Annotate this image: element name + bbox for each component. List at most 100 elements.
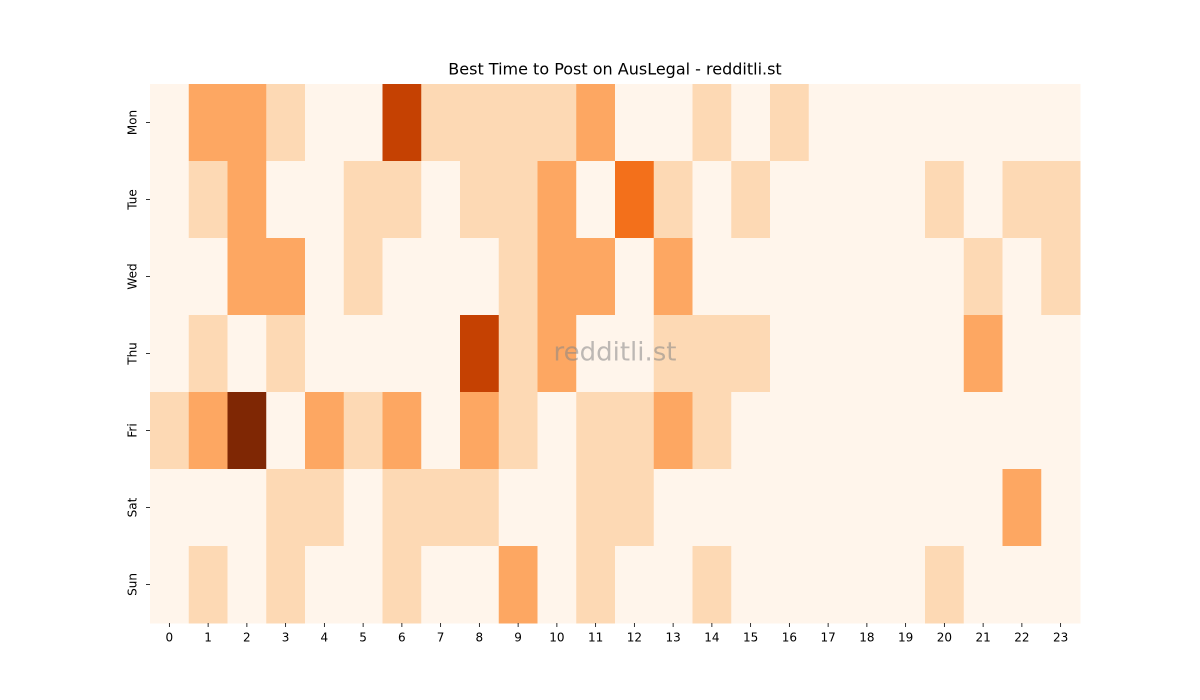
cell [188,315,228,393]
cell [808,392,848,470]
cell [537,238,577,316]
cell [770,469,810,547]
cell [925,84,965,162]
cell [266,315,306,393]
x-tick-label: 10 [549,631,564,645]
y-tick-label: Thu [126,342,140,366]
cell [615,546,655,624]
cell [343,546,383,624]
cell [576,84,616,162]
x-tick-label: 14 [704,631,719,645]
cell [692,392,732,470]
cell [692,238,732,316]
cell [731,546,771,624]
cell [925,161,965,239]
cell [498,392,538,470]
cell [886,315,926,393]
cell [421,392,461,470]
cell [227,84,267,162]
cell [925,392,965,470]
cell [1002,161,1042,239]
cell [770,238,810,316]
cell [343,84,383,162]
cell [421,469,461,547]
cell [227,315,267,393]
cell [653,84,693,162]
cell [382,161,422,239]
cell [886,161,926,239]
cell [576,315,616,393]
cell [886,238,926,316]
cell [1002,84,1042,162]
x-tick-label: 19 [898,631,913,645]
x-tick-label: 7 [437,631,445,645]
cell [770,392,810,470]
cell [460,238,500,316]
cell [770,546,810,624]
cell [188,84,228,162]
cell [847,392,887,470]
cell [886,469,926,547]
x-tick-label: 13 [665,631,680,645]
cell [266,469,306,547]
cell [227,238,267,316]
cell [1041,238,1081,316]
cell [576,238,616,316]
cell [421,315,461,393]
cell [305,392,345,470]
cell [1041,315,1081,393]
cell [1002,469,1042,547]
cell [266,161,306,239]
cell [653,546,693,624]
cell [266,238,306,316]
cell [421,161,461,239]
x-tick-label: 9 [514,631,522,645]
y-tick-label: Tue [126,189,140,211]
axes: 0 1 2 3 4 5 6 7 8 9 10 11 12 13 14 15 16 17 18 19 20 21 22 23Mo… [126,110,1069,645]
cell [343,392,383,470]
cell [150,469,190,547]
cell [498,546,538,624]
cell [808,546,848,624]
cell [305,469,345,547]
x-tick-label: 18 [859,631,874,645]
cell [653,315,693,393]
cell [808,84,848,162]
cell [460,392,500,470]
cell [150,546,190,624]
cell [498,161,538,239]
cell [382,392,422,470]
y-tick-label: Sun [126,573,140,596]
cell [305,238,345,316]
cell [266,546,306,624]
cell [615,469,655,547]
x-tick-label: 21 [975,631,990,645]
cell [537,84,577,162]
cell [963,161,1003,239]
cell [188,161,228,239]
cell [925,546,965,624]
cell [1002,546,1042,624]
cell [150,315,190,393]
x-tick-label: 3 [282,631,290,645]
cell [692,546,732,624]
cell [382,238,422,316]
cell [847,469,887,547]
cell [1002,392,1042,470]
cell [150,238,190,316]
cell [576,546,616,624]
x-tick-label: 4 [321,631,329,645]
cell [847,315,887,393]
cell [847,84,887,162]
cells [150,84,1081,624]
cell [227,161,267,239]
cell [150,84,190,162]
watermark: redditli.st [554,338,677,368]
cell [925,315,965,393]
cell [498,84,538,162]
x-tick-label: 17 [820,631,835,645]
x-tick-label: 22 [1014,631,1029,645]
cell [537,392,577,470]
x-tick-label: 20 [937,631,952,645]
cell [460,161,500,239]
